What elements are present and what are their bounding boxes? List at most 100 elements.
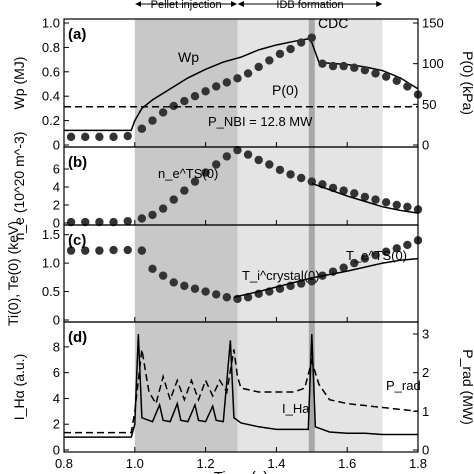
ytick-label-left-0-2: 0.4 [42, 89, 60, 104]
ytick-label-left-1-2: 4 [53, 180, 60, 195]
point-1-0-14 [233, 145, 242, 155]
ylabel-right-3: P_rad (MW) [460, 349, 474, 424]
point-1-0-12 [212, 160, 221, 169]
panel-tag-0: (a) [68, 26, 86, 43]
point-0-1-4 [123, 131, 132, 141]
point-2-0-27 [371, 250, 380, 260]
point-1-0-30 [403, 202, 412, 211]
point-1-0-15 [243, 150, 253, 159]
ylabel-left-2: Ti(0), Te(0) (keV) [5, 221, 21, 326]
xtick-label-2: 1.2 [197, 456, 215, 471]
phase-region-1 [134, 19, 238, 452]
point-1-0-17 [265, 160, 274, 169]
point-0-1-0 [66, 132, 76, 142]
panel-tag-1: (b) [68, 154, 87, 171]
chart-axes [63, 1, 419, 453]
series-line-1-1 [311, 182, 419, 214]
point-2-0-3 [109, 245, 118, 255]
series-line-3-1 [64, 333, 418, 438]
point-1-0-13 [222, 152, 232, 161]
point-2-0-25 [350, 258, 359, 268]
point-2-0-29 [392, 244, 401, 253]
point-0-1-18 [275, 49, 285, 59]
point-2-0-13 [222, 293, 232, 302]
point-2-0-24 [339, 263, 348, 272]
annotation-pnbi: P_NBI = 12.8 MW [208, 114, 313, 129]
point-2-0-8 [169, 278, 178, 287]
point-0-1-8 [169, 101, 178, 111]
annotation-ne: n_e^TS(0) [158, 166, 218, 181]
point-0-1-5 [137, 124, 147, 133]
point-2-0-7 [158, 271, 168, 280]
ytick-label-left-0-3: 0.6 [42, 64, 60, 79]
point-1-0-3 [109, 217, 118, 227]
point-0-1-10 [190, 92, 200, 101]
point-0-1-14 [233, 74, 242, 83]
point-0-1-17 [265, 56, 274, 65]
ytick-label-left-3-2: 4 [53, 391, 60, 406]
point-0-1-9 [180, 96, 189, 106]
point-1-0-18 [275, 165, 285, 175]
ytick-label-left-1-1: 2 [53, 198, 60, 213]
point-0-1-20 [296, 38, 306, 47]
ytick-label-right-0-3: 150 [422, 16, 444, 31]
point-1-0-7 [158, 204, 168, 213]
series-line-2-1 [233, 257, 419, 298]
xtick-label-3: 1.4 [267, 456, 285, 471]
point-0-1-28 [381, 72, 391, 81]
shaded-regions [134, 19, 383, 452]
point-2-0-9 [180, 281, 189, 291]
ytick-label-left-3-0: 0 [53, 443, 60, 458]
annotation-prad: P_rad [386, 378, 421, 393]
ytick-label-left-1-3: 6 [53, 162, 60, 177]
phase-label-2: IDB formation [276, 0, 343, 11]
point-2-0-2 [95, 246, 104, 255]
ytick-label-right-3-3: 3 [422, 327, 429, 342]
xtick-label-0: 0.8 [55, 456, 73, 471]
point-0-1-6 [148, 116, 157, 125]
annotation-p0: P(0) [272, 82, 298, 98]
point-0-1-24 [339, 61, 348, 71]
ytick-label-right-3-0: 0 [422, 443, 429, 458]
ytick-label-right-3-2: 2 [422, 365, 429, 380]
ytick-label-left-2-0: 0 [53, 313, 60, 328]
point-1-0-2 [95, 217, 104, 227]
ytick-label-left-0-4: 0.8 [42, 40, 60, 55]
point-1-0-24 [339, 186, 348, 195]
point-1-0-9 [180, 186, 189, 195]
point-0-1-19 [286, 44, 295, 54]
point-0-1-23 [328, 61, 338, 71]
ytick-label-left-2-2: 1.0 [42, 256, 60, 271]
point-2-0-4 [123, 245, 132, 255]
point-1-0-25 [350, 189, 359, 198]
xtick-label-5: 1.8 [409, 456, 427, 471]
ytick-label-left-0-1: 0.2 [42, 113, 60, 128]
point-0-1-30 [403, 82, 412, 91]
panel-frame-3 [63, 321, 419, 453]
x-axis-label: Time (s) [214, 469, 268, 474]
ytick-label-left-0-5: 1.0 [42, 16, 60, 31]
point-0-1-1 [81, 132, 90, 142]
point-1-0-16 [254, 155, 263, 165]
point-1-0-29 [392, 200, 401, 210]
point-1-0-19 [286, 170, 295, 179]
point-1-0-0 [66, 217, 76, 227]
point-0-1-26 [360, 65, 370, 75]
point-2-0-5 [137, 246, 147, 255]
point-0-1-21 [307, 33, 316, 42]
point-1-0-6 [148, 210, 157, 220]
point-2-0-28 [381, 247, 391, 256]
cdc-band [308, 19, 315, 452]
point-2-0-6 [148, 264, 157, 274]
ylabel-left-0: Wp (MJ) [11, 57, 27, 110]
ytick-label-left-0-0: 0 [53, 138, 60, 153]
point-1-0-10 [190, 177, 200, 186]
point-2-0-26 [360, 254, 370, 263]
annotation-cdc: CDC [318, 15, 348, 31]
point-0-1-12 [212, 82, 221, 91]
annotation-iha: I_Ha [282, 401, 310, 416]
ytick-label-left-2-3: 1.5 [42, 227, 60, 242]
point-0-1-16 [254, 62, 263, 72]
ytick-label-right-0-1: 50 [422, 97, 436, 112]
